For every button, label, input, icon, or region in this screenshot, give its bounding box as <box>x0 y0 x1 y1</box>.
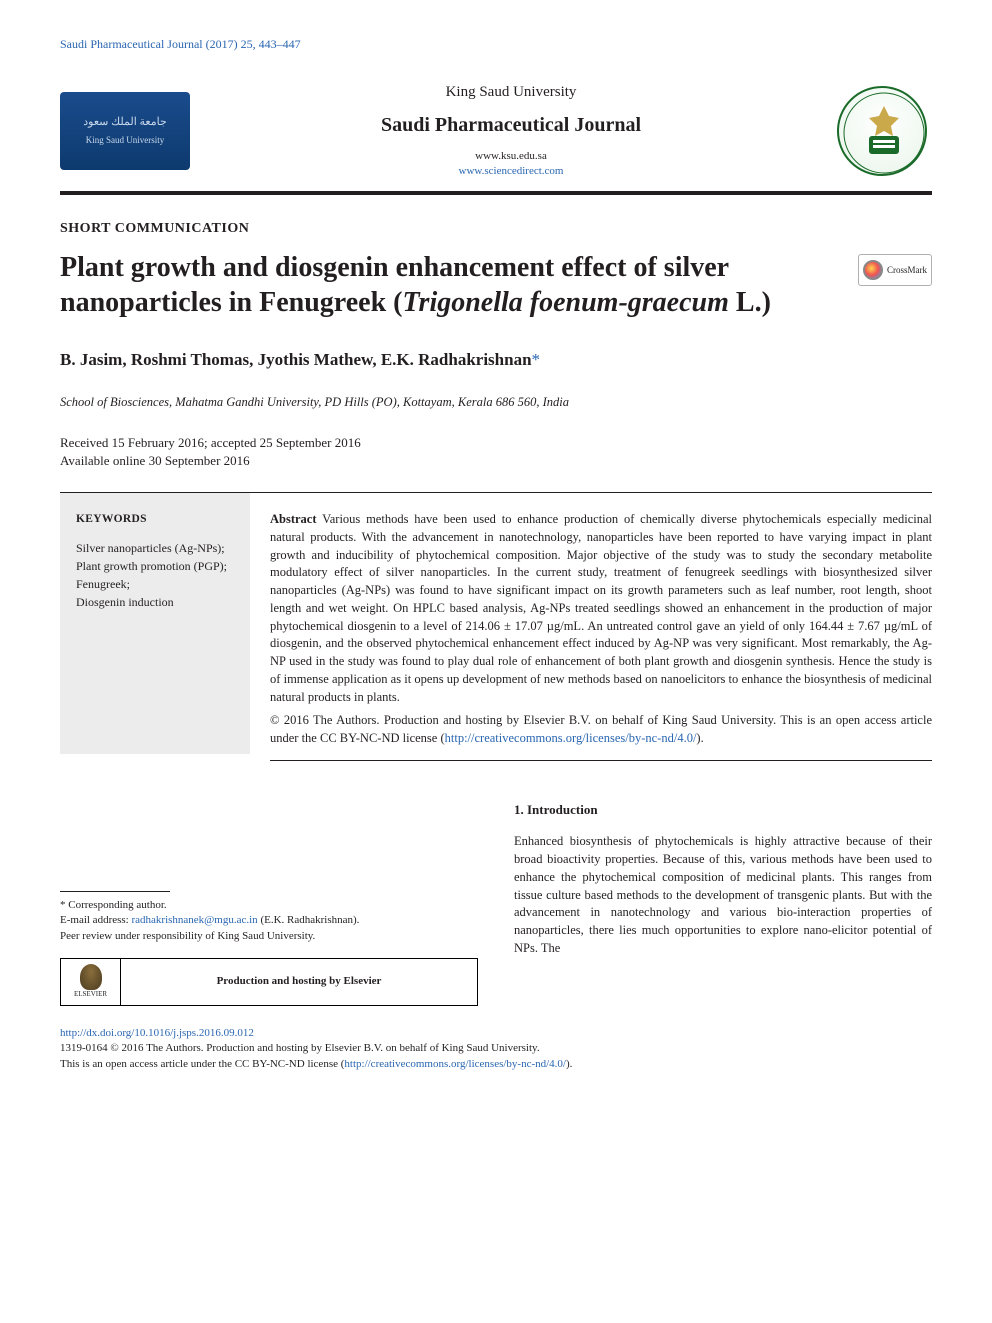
masthead-center: King Saud University Saudi Pharmaceutica… <box>190 82 832 180</box>
crossmark-badge[interactable]: CrossMark <box>858 254 932 286</box>
keyword-item: Plant growth promotion (PGP); <box>76 557 234 575</box>
abstract-bottom-rule <box>270 760 932 761</box>
cc-license-link[interactable]: http://creativecommons.org/licenses/by-n… <box>445 731 697 745</box>
email-label: E-mail address: <box>60 914 131 926</box>
doi-link[interactable]: http://dx.doi.org/10.1016/j.jsps.2016.09… <box>60 1026 932 1041</box>
authors-list: B. Jasim, Roshmi Thomas, Jyothis Mathew,… <box>60 350 532 369</box>
abstract-column: Abstract Various methods have been used … <box>250 493 932 754</box>
authors: B. Jasim, Roshmi Thomas, Jyothis Mathew,… <box>60 348 932 372</box>
intro-heading: 1. Introduction <box>514 801 932 819</box>
university-name: King Saud University <box>190 82 832 103</box>
journal-name: Saudi Pharmaceutical Journal <box>190 111 832 139</box>
article-dates: Received 15 February 2016; accepted 25 S… <box>60 434 932 470</box>
ksu-logo: جامعة الملك سعود King Saud University <box>60 92 190 170</box>
email-post: (E.K. Radhakrishnan). <box>258 914 360 926</box>
abstract-copyright: © 2016 The Authors. Production and hosti… <box>270 712 932 748</box>
online-date: Available online 30 September 2016 <box>60 452 932 470</box>
body-columns: * Corresponding author. E-mail address: … <box>60 801 932 1006</box>
masthead: جامعة الملك سعود King Saud University Ki… <box>60 81 932 181</box>
journal-url-1: www.ksu.edu.sa <box>190 149 832 164</box>
abstract-text: Various methods have been used to enhanc… <box>270 512 932 704</box>
footer-license-pre: This is an open access article under the… <box>60 1058 344 1070</box>
footer-license: This is an open access article under the… <box>60 1057 932 1072</box>
email-line: E-mail address: radhakrishnanek@mgu.ac.i… <box>60 913 478 928</box>
footnotes: * Corresponding author. E-mail address: … <box>60 898 478 944</box>
hosting-text: Production and hosting by Elsevier <box>121 974 477 990</box>
journal-url-2[interactable]: www.sciencedirect.com <box>190 164 832 179</box>
elsevier-tree-icon <box>80 964 102 990</box>
ksu-logo-en: King Saud University <box>86 134 165 147</box>
society-logo <box>837 86 927 176</box>
left-column: * Corresponding author. E-mail address: … <box>60 801 478 1006</box>
society-logo-container <box>832 81 932 181</box>
title-italic: Trigonella foenum-graecum <box>402 287 728 318</box>
crossmark-label: CrossMark <box>887 264 927 277</box>
article-title: Plant growth and diosgenin enhancement e… <box>60 250 780 320</box>
section-label: SHORT COMMUNICATION <box>60 219 932 239</box>
elsevier-logo: ELSEVIER <box>61 959 121 1005</box>
copyright-post: ). <box>696 731 703 745</box>
hosting-box: ELSEVIER Production and hosting by Elsev… <box>60 958 478 1006</box>
footer-copyright: 1319-0164 © 2016 The Authors. Production… <box>60 1041 932 1056</box>
affiliation: School of Biosciences, Mahatma Gandhi Un… <box>60 394 932 412</box>
abstract-block: KEYWORDS Silver nanoparticles (Ag-NPs); … <box>60 493 932 754</box>
page-footer: http://dx.doi.org/10.1016/j.jsps.2016.09… <box>60 1026 932 1072</box>
corresponding-author-note: * Corresponding author. <box>60 898 478 913</box>
right-column: 1. Introduction Enhanced biosynthesis of… <box>514 801 932 1006</box>
author-email[interactable]: radhakrishnanek@mgu.ac.in <box>131 914 257 926</box>
masthead-rule <box>60 191 932 195</box>
keyword-item: Silver nanoparticles (Ag-NPs); <box>76 539 234 557</box>
received-date: Received 15 February 2016; accepted 25 S… <box>60 434 932 452</box>
peer-review-note: Peer review under responsibility of King… <box>60 929 478 944</box>
running-head: Saudi Pharmaceutical Journal (2017) 25, … <box>60 36 932 53</box>
title-post: L.) <box>729 287 771 318</box>
crossmark-icon <box>863 260 883 280</box>
footnote-rule <box>60 891 170 892</box>
abstract-label: Abstract <box>270 512 317 526</box>
keyword-item: Diosgenin induction <box>76 593 234 611</box>
ksu-logo-arabic: جامعة الملك سعود <box>83 115 167 130</box>
corresponding-mark: * <box>532 350 541 369</box>
intro-paragraph: Enhanced biosynthesis of phytochemicals … <box>514 833 932 957</box>
keywords-column: KEYWORDS Silver nanoparticles (Ag-NPs); … <box>60 493 250 754</box>
footer-cc-link[interactable]: http://creativecommons.org/licenses/by-n… <box>344 1058 566 1070</box>
footer-license-post: ). <box>566 1058 572 1070</box>
elsevier-name: ELSEVIER <box>74 990 107 1000</box>
keywords-heading: KEYWORDS <box>76 511 234 527</box>
keyword-item: Fenugreek; <box>76 575 234 593</box>
